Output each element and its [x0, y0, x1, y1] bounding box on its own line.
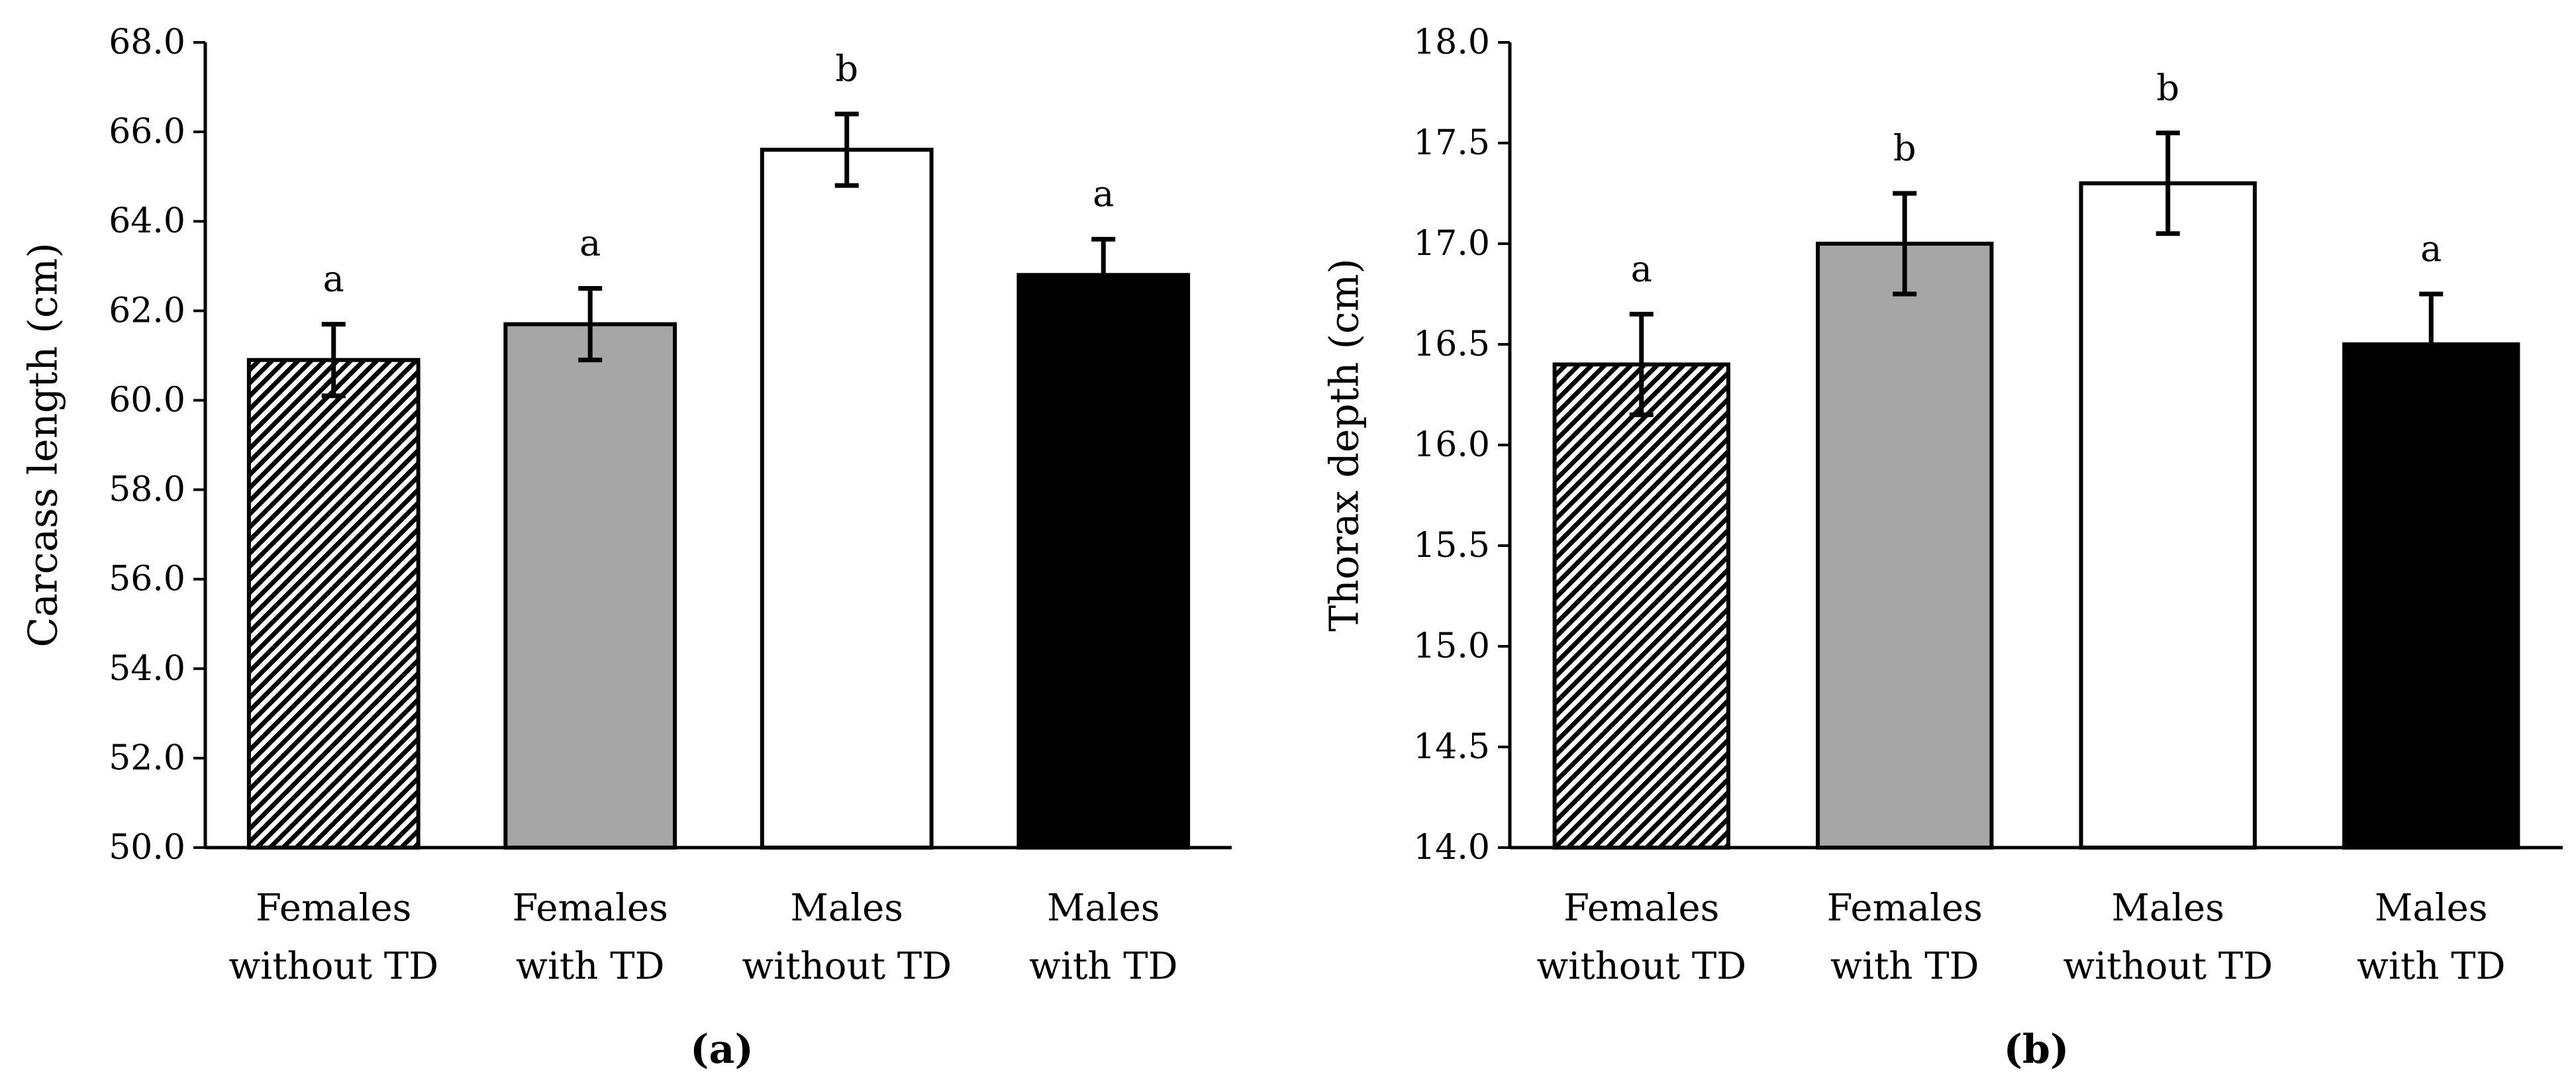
chart-panel-b: 14.0 14.5 15.0 15.5 16.0 16.5 17.0 17.5 18.0 Thor… — [1322, 23, 2563, 1073]
y-tick-label: 58.0 — [109, 470, 185, 510]
y-tick-label: 62.0 — [109, 291, 185, 330]
y-axis-label: Thorax depth (cm) — [1322, 258, 1368, 632]
category-label: without TD — [742, 945, 952, 988]
y-tick-label: 17.5 — [1413, 123, 1490, 163]
y-tick-label: 14.0 — [1413, 828, 1490, 867]
significance-letter: a — [323, 258, 344, 300]
significance-letter: a — [2420, 228, 2442, 270]
category-label: with TD — [516, 945, 664, 988]
y-tick-label: 68.0 — [109, 23, 185, 62]
y-tick-label: 64.0 — [109, 201, 185, 241]
bar — [503, 322, 677, 850]
bar — [1552, 362, 1730, 850]
significance-letter: b — [2156, 67, 2179, 109]
y-tick-label: 52.0 — [109, 738, 185, 778]
category-label: Females — [1827, 887, 1983, 930]
category-label: with TD — [2357, 945, 2505, 988]
bar — [1816, 242, 1994, 850]
y-axis-label: Carcass length (cm) — [21, 242, 67, 647]
significance-letter: a — [579, 222, 601, 264]
y-tick-label: 66.0 — [109, 112, 185, 152]
significance-letter: a — [1631, 248, 1652, 289]
significance-letter: a — [1093, 173, 1114, 215]
category-label: with TD — [1029, 945, 1177, 988]
bar — [246, 358, 421, 850]
y-tick-label: 17.0 — [1413, 224, 1490, 264]
significance-letter: b — [835, 48, 858, 89]
y-tick-label: 18.0 — [1413, 23, 1490, 62]
y-tick-label: 54.0 — [109, 649, 185, 689]
category-label: without TD — [2063, 945, 2273, 988]
category-label: without TD — [1536, 945, 1746, 988]
category-label: Males — [1047, 887, 1160, 930]
y-tick-label: 14.5 — [1413, 727, 1490, 767]
chart-panel-a: 50.0 52.0 54.0 56.0 58.0 60.0 62.0 64.0 66.0 68.0… — [21, 23, 1232, 1073]
bar — [2079, 181, 2257, 850]
significance-letter: b — [1893, 127, 1916, 169]
y-tick-label: 16.5 — [1413, 324, 1490, 364]
y-tick-label: 15.0 — [1413, 626, 1490, 666]
category-label: with TD — [1830, 945, 1979, 988]
panel-label: (b) — [2004, 1026, 2069, 1073]
category-label: Males — [2375, 887, 2488, 930]
y-tick-label: 50.0 — [109, 828, 185, 867]
bar — [1016, 273, 1191, 850]
y-tick-label: 16.0 — [1413, 425, 1490, 465]
y-tick-label: 15.5 — [1413, 526, 1490, 566]
y-tick-label: 56.0 — [109, 560, 185, 599]
category-label: Females — [513, 887, 668, 930]
category-label: without TD — [228, 945, 438, 988]
category-label: Males — [790, 887, 903, 930]
category-label: Females — [256, 887, 411, 930]
y-tick-label: 60.0 — [109, 380, 185, 420]
category-label: Females — [1563, 887, 1719, 930]
panel-label: (a) — [690, 1026, 754, 1073]
bar — [2342, 342, 2520, 850]
category-label: Males — [2111, 887, 2224, 930]
bar — [760, 148, 934, 850]
